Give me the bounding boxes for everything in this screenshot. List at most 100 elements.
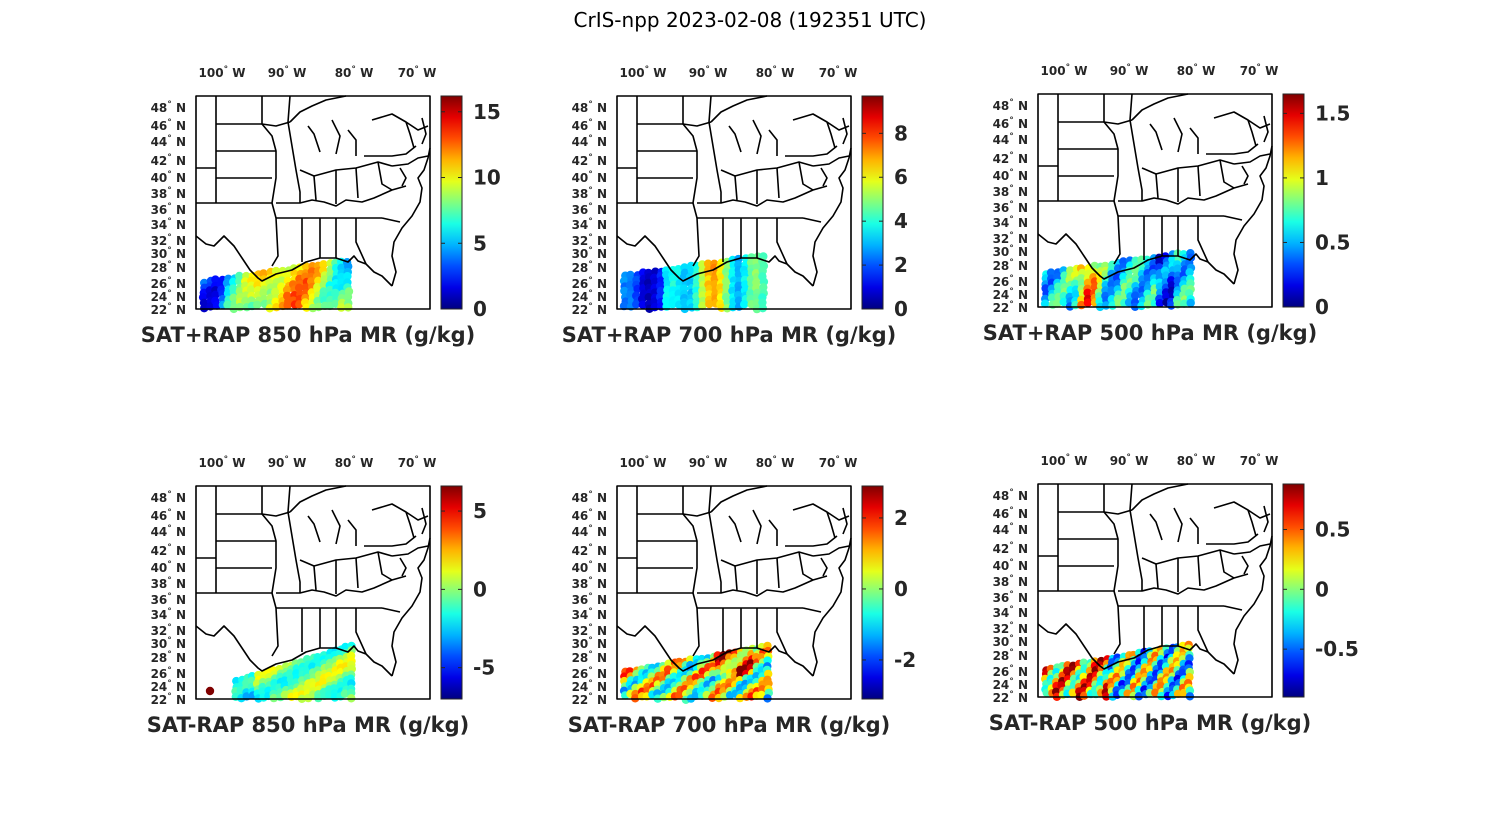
latitude-label: 44° N bbox=[572, 524, 607, 539]
colorbar bbox=[1282, 93, 1305, 308]
latitude-label: 42° N bbox=[572, 543, 607, 558]
longitude-label: 80° W bbox=[335, 65, 374, 80]
map-panel-sat-minus-rap-850: 100° W 90° W 80° W 70° W 48° N 46° N 44° N 42° … bbox=[120, 450, 520, 745]
latitude-label: 36° N bbox=[572, 592, 607, 607]
map-area bbox=[616, 485, 852, 704]
latitude-label: 42° N bbox=[993, 541, 1028, 556]
latitude-label: 32° N bbox=[151, 623, 186, 638]
latitude-label: 38° N bbox=[572, 186, 607, 201]
latitude-label: 30° N bbox=[993, 634, 1028, 649]
latitude-label: 38° N bbox=[151, 576, 186, 591]
colorbar-tick-label: 6 bbox=[894, 165, 908, 189]
latitude-label: 38° N bbox=[572, 576, 607, 591]
map-figure: 100° W 90° W 80° W 70° W 48° N 46° N44° N 42° … bbox=[562, 65, 908, 347]
colorbar-tick-label: 0 bbox=[473, 577, 487, 601]
latitude-label: 32° N bbox=[151, 233, 186, 248]
latitude-label: 32° N bbox=[572, 233, 607, 248]
latitude-label: 24° N bbox=[572, 289, 607, 304]
map-panel-sat-minus-rap-700: 100° W 90° W 80° W 70° W 48° N 46° N 44° N 42° … bbox=[541, 450, 941, 745]
colorbar-tick-label: 2 bbox=[894, 506, 908, 530]
map-area bbox=[195, 485, 431, 703]
panel-title: SAT+RAP 700 hPa MR (g/kg) bbox=[562, 323, 896, 347]
longitude-label: 100° W bbox=[620, 455, 667, 470]
latitude-label: 46° N bbox=[151, 508, 186, 523]
latitude-label: 22° N bbox=[993, 300, 1028, 315]
latitude-label: 38° N bbox=[993, 574, 1028, 589]
map-area bbox=[1037, 93, 1273, 312]
latitude-label: 28° N bbox=[572, 260, 607, 275]
map-figure: 100° W 90° W 80° W 70° W 48° N 46° N44° N 42° … bbox=[983, 63, 1351, 345]
latitude-label: 40° N bbox=[151, 170, 186, 185]
state-boundaries bbox=[616, 485, 852, 700]
state-boundaries bbox=[616, 95, 852, 310]
latitude-label: 38° N bbox=[151, 186, 186, 201]
state-boundaries bbox=[1037, 483, 1273, 698]
latitude-label: 26° N bbox=[151, 666, 186, 681]
latitude-label: 30° N bbox=[993, 244, 1028, 259]
latitude-label: 42° N bbox=[572, 153, 607, 168]
latitude-label: 48° N bbox=[993, 488, 1028, 503]
map-panel-sat-plus-rap-700: 100° W 90° W 80° W 70° W 48° N 46° N 44° N 42° … bbox=[541, 60, 941, 355]
observation-swath bbox=[205, 641, 356, 703]
longitude-label: 100° W bbox=[1041, 453, 1088, 468]
observation-swath bbox=[1040, 249, 1196, 312]
latitude-label: 26° N bbox=[572, 276, 607, 291]
latitude-label: 44° N bbox=[993, 522, 1028, 537]
latitude-label: 26° N bbox=[993, 274, 1028, 289]
colorbar-tick-label: 1.5 bbox=[1315, 101, 1350, 125]
latitude-label: 34° N bbox=[151, 607, 186, 622]
latitude-label: 36° N bbox=[151, 202, 186, 217]
latitude-label: 28° N bbox=[151, 260, 186, 275]
map-figure: 100° W 90° W 80° W 70° W 48° N 46° N44° N 42° … bbox=[147, 455, 495, 737]
colorbar-tick-label: 2 bbox=[894, 253, 908, 277]
longitude-label: 80° W bbox=[1177, 453, 1216, 468]
map-area bbox=[1037, 483, 1273, 701]
latitude-label: 40° N bbox=[993, 558, 1028, 573]
latitude-label: 28° N bbox=[993, 258, 1028, 273]
state-boundaries bbox=[195, 95, 431, 310]
longitude-label: 80° W bbox=[335, 455, 374, 470]
latitude-label: 32° N bbox=[993, 231, 1028, 246]
longitude-label: 100° W bbox=[1041, 63, 1088, 78]
longitude-label: 70° W bbox=[1240, 453, 1279, 468]
latitude-label: 46° N bbox=[151, 118, 186, 133]
panel-title: SAT-RAP 850 hPa MR (g/kg) bbox=[147, 713, 470, 737]
panel-title: SAT+RAP 850 hPa MR (g/kg) bbox=[141, 323, 475, 347]
colorbar-tick-label: 0 bbox=[1315, 295, 1329, 319]
latitude-label: 44° N bbox=[993, 132, 1028, 147]
latitude-label: 30° N bbox=[572, 246, 607, 261]
latitude-label: 44° N bbox=[151, 524, 186, 539]
observation-swath bbox=[1041, 640, 1195, 701]
longitude-label: 100° W bbox=[620, 65, 667, 80]
colorbar bbox=[1282, 483, 1305, 698]
panel-title: SAT+RAP 500 hPa MR (g/kg) bbox=[983, 321, 1317, 345]
latitude-label: 24° N bbox=[151, 679, 186, 694]
longitude-label: 100° W bbox=[199, 455, 246, 470]
colorbar-tick-label: 0.5 bbox=[1315, 517, 1350, 541]
latitude-label: 24° N bbox=[151, 289, 186, 304]
colorbar-tick-label: 0 bbox=[473, 297, 487, 321]
colorbar-tick-label: 15 bbox=[473, 100, 501, 124]
colorbar-tick-label: -0.5 bbox=[1315, 637, 1359, 661]
colorbar-tick-label: 5 bbox=[473, 499, 487, 523]
longitude-label: 90° W bbox=[268, 455, 307, 470]
latitude-label: 36° N bbox=[993, 590, 1028, 605]
colorbar-tick-label: 0 bbox=[894, 577, 908, 601]
longitude-label: 70° W bbox=[398, 65, 437, 80]
latitude-label: 40° N bbox=[151, 560, 186, 575]
latitude-label: 44° N bbox=[572, 134, 607, 149]
latitude-label: 30° N bbox=[151, 246, 186, 261]
longitude-label: 90° W bbox=[268, 65, 307, 80]
latitude-label: 26° N bbox=[151, 276, 186, 291]
figure-title: CrIS-npp 2023-02-08 (192351 UTC) bbox=[573, 8, 927, 32]
latitude-label: 30° N bbox=[572, 636, 607, 651]
map-figure: 100° W 90° W 80° W 70° W 48° N 46° N44° N 42° … bbox=[989, 453, 1359, 735]
latitude-label: 44° N bbox=[151, 134, 186, 149]
colorbar-tick-label: 5 bbox=[473, 231, 487, 255]
latitude-label: 30° N bbox=[151, 636, 186, 651]
map-area bbox=[616, 95, 852, 314]
latitude-label: 24° N bbox=[993, 677, 1028, 692]
colorbar-tick-label: 0 bbox=[894, 297, 908, 321]
longitude-label: 90° W bbox=[1110, 63, 1149, 78]
longitude-label: 90° W bbox=[689, 65, 728, 80]
